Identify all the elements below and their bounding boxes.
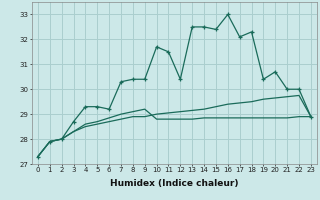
X-axis label: Humidex (Indice chaleur): Humidex (Indice chaleur) — [110, 179, 239, 188]
